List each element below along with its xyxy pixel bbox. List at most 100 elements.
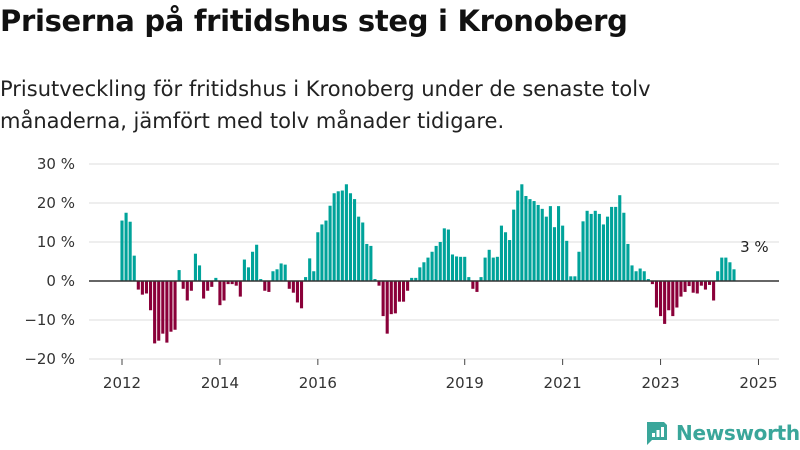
- bar: [287, 281, 291, 289]
- bar: [638, 268, 642, 281]
- bar: [291, 281, 295, 293]
- bar: [548, 206, 552, 281]
- x-tick-label: 2014: [201, 374, 239, 392]
- bar: [654, 281, 659, 308]
- bar: [308, 258, 312, 281]
- bar: [503, 232, 508, 281]
- bar: [336, 191, 340, 281]
- bar: [455, 256, 459, 281]
- bar: [234, 281, 238, 286]
- bar: [585, 210, 589, 281]
- bar: [426, 257, 430, 281]
- bar: [312, 271, 316, 281]
- bar: [459, 256, 463, 281]
- bar: [153, 281, 157, 344]
- bar: [495, 256, 499, 281]
- bar: [605, 216, 610, 281]
- y-tick-label: −20 %: [24, 350, 75, 368]
- bar: [483, 257, 487, 281]
- bar: [397, 281, 401, 302]
- bar: [157, 281, 161, 341]
- bar: [169, 281, 173, 332]
- bar: [732, 269, 736, 281]
- bar: [630, 265, 634, 281]
- bar: [675, 281, 679, 308]
- bar: [181, 281, 185, 289]
- bar: [487, 249, 491, 281]
- bar: [552, 227, 557, 281]
- bar: [703, 281, 707, 290]
- bar: [418, 267, 422, 281]
- bar: [442, 228, 446, 281]
- bar: [626, 243, 630, 281]
- bar: [597, 213, 601, 281]
- bar: [206, 281, 210, 291]
- bar: [707, 281, 712, 285]
- bar: [259, 279, 263, 281]
- bar: [246, 267, 251, 281]
- bar: [210, 281, 214, 287]
- bar: [283, 264, 287, 281]
- newsworthy-logo[interactable]: Newsworthy: [644, 419, 800, 447]
- bar: [344, 184, 348, 281]
- bar: [557, 206, 561, 281]
- bar: [659, 281, 663, 317]
- bar: [353, 199, 357, 281]
- bar: [251, 251, 255, 281]
- bar: [361, 222, 365, 281]
- bar: [434, 245, 438, 281]
- y-axis-labels: 30 % 20 % 10 % 0 % −10 % −20 %: [24, 155, 75, 368]
- bar: [348, 193, 353, 281]
- bar: [299, 281, 304, 309]
- bar: [532, 201, 536, 281]
- bar: [561, 225, 565, 281]
- bar: [720, 257, 724, 281]
- bar: [438, 242, 442, 281]
- bar: [691, 281, 695, 293]
- bar: [634, 271, 638, 281]
- bar: [679, 281, 683, 297]
- bar: [320, 224, 324, 281]
- bars: [120, 184, 736, 344]
- bar: [242, 259, 246, 281]
- bar: [149, 281, 153, 311]
- bar: [393, 281, 397, 314]
- bar: [185, 281, 189, 301]
- bar: [430, 251, 434, 281]
- bar: [177, 270, 181, 281]
- bar: [573, 276, 577, 281]
- bar: [140, 281, 144, 295]
- bar: [340, 190, 344, 281]
- bar: [197, 265, 202, 281]
- bar: [173, 281, 177, 330]
- bar: [369, 245, 373, 281]
- bar: [569, 276, 573, 281]
- bar: [381, 281, 385, 317]
- bar: [528, 199, 532, 281]
- y-tick-label: 20 %: [37, 194, 75, 212]
- bar: [422, 262, 426, 281]
- bar: [671, 281, 675, 317]
- bar: [683, 281, 687, 292]
- bar: [524, 195, 528, 281]
- y-tick-label: 30 %: [37, 155, 75, 173]
- bar: [622, 212, 626, 281]
- bar: [516, 190, 520, 281]
- x-tick-label: 2019: [446, 374, 484, 392]
- bar: [324, 220, 328, 281]
- bar: [230, 281, 234, 285]
- bar: [724, 257, 728, 281]
- bar: [279, 263, 283, 281]
- bar: [667, 281, 671, 311]
- bar: [610, 206, 614, 281]
- bar: [226, 281, 230, 285]
- bar: [446, 229, 450, 281]
- newsworthy-icon: [647, 422, 667, 445]
- bar: [406, 281, 410, 291]
- bar: [275, 269, 279, 281]
- bar: [642, 271, 646, 281]
- bar: [618, 195, 622, 281]
- bar: [218, 281, 222, 306]
- bar: [255, 244, 259, 281]
- bar: [357, 216, 361, 281]
